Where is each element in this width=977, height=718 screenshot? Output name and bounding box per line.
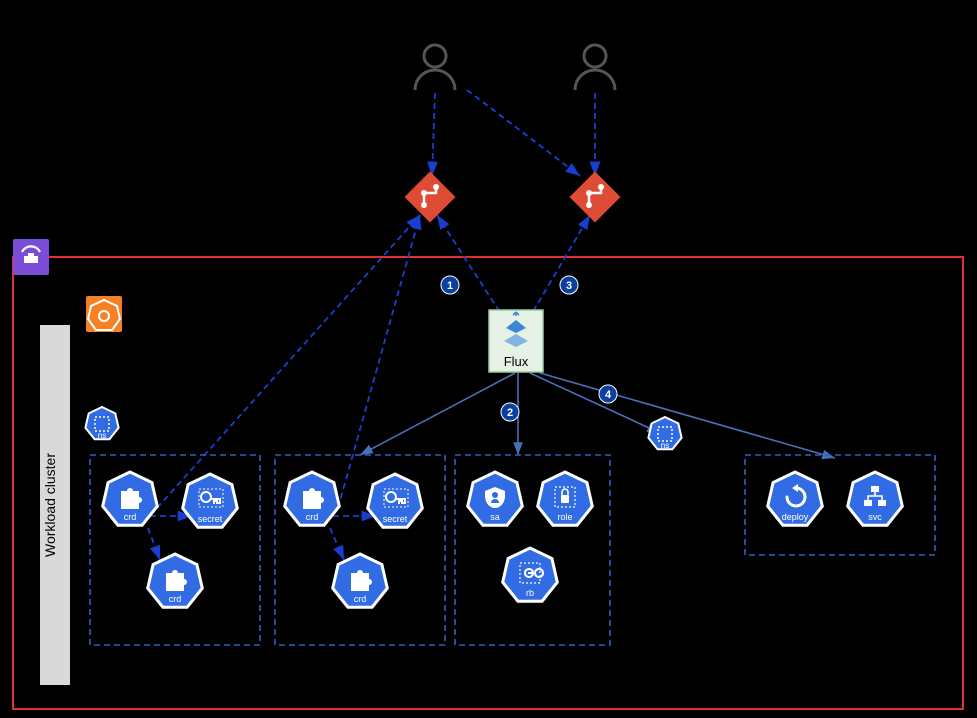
- svg-text:2: 2: [507, 407, 513, 419]
- solid-arrow: [360, 373, 515, 455]
- git-icon: [405, 172, 456, 223]
- svg-text:svc: svc: [868, 512, 882, 522]
- step-badge: 1: [441, 276, 459, 294]
- diagram-canvas: Workload cluster Flux ns ns crd secret crd c…: [0, 0, 977, 718]
- k8s-resource-svc: svc: [848, 472, 903, 525]
- k8s-resource-role: role: [538, 472, 593, 525]
- k8s-resource-secret: secret: [183, 474, 238, 527]
- svg-text:crd: crd: [354, 594, 367, 604]
- k8s-resource-sa: sa: [468, 472, 523, 525]
- flux-label: Flux: [504, 354, 529, 369]
- dashed-arrow: [528, 215, 590, 320]
- dashed-arrow: [330, 528, 344, 560]
- k8s-service-icon: [86, 296, 122, 332]
- user-icon: [415, 45, 455, 90]
- svg-text:deploy: deploy: [782, 512, 809, 522]
- svg-text:ns: ns: [661, 441, 669, 450]
- arc-icon: [13, 239, 49, 275]
- svg-text:crd: crd: [169, 594, 182, 604]
- solid-arrow: [530, 373, 660, 433]
- git-icon: [570, 172, 621, 223]
- svg-text:4: 4: [605, 389, 612, 401]
- k8s-resource-crd: crd: [333, 554, 388, 607]
- user-icon: [575, 45, 615, 90]
- dashed-arrow: [157, 215, 420, 508]
- k8s-resource-deploy: deploy: [768, 472, 823, 525]
- k8s-resource-crd: crd: [148, 554, 203, 607]
- svg-text:rb: rb: [526, 588, 534, 598]
- dashed-arrow: [467, 90, 580, 176]
- ns-icon: ns: [648, 417, 681, 450]
- svg-text:1: 1: [447, 280, 453, 292]
- svg-text:ns: ns: [98, 431, 106, 440]
- ns-icon: ns: [85, 407, 118, 440]
- svg-text:secret: secret: [383, 514, 408, 524]
- sidebar-label: Workload cluster: [42, 453, 58, 557]
- svg-text:sa: sa: [490, 512, 500, 522]
- k8s-resource-secret: secret: [368, 474, 423, 527]
- k8s-resource-crd: crd: [285, 472, 340, 525]
- dashed-arrow: [437, 215, 505, 320]
- svg-text:3: 3: [566, 280, 572, 292]
- svg-text:role: role: [557, 512, 572, 522]
- step-badge: 4: [599, 385, 617, 403]
- dashed-arrow: [432, 93, 435, 176]
- step-badge: 2: [501, 403, 519, 421]
- step-badge: 3: [560, 276, 578, 294]
- svg-text:secret: secret: [198, 514, 223, 524]
- k8s-resource-crd: crd: [103, 472, 158, 525]
- svg-text:crd: crd: [124, 512, 137, 522]
- solid-arrow: [540, 373, 835, 458]
- k8s-resource-rb: rb: [503, 548, 558, 601]
- dashed-arrow: [338, 215, 420, 508]
- dashed-arrow: [148, 528, 160, 560]
- flux-node: Flux: [489, 310, 543, 372]
- svg-text:crd: crd: [306, 512, 319, 522]
